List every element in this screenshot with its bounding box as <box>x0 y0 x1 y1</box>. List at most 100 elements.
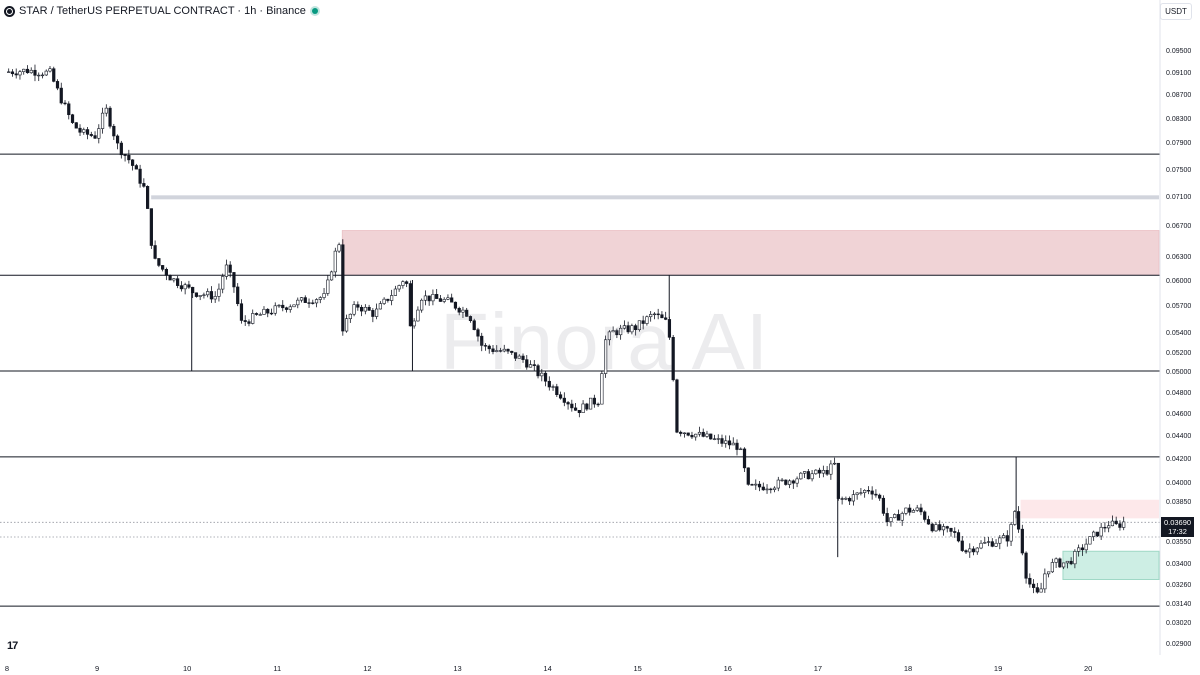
candle-body <box>153 245 157 259</box>
candle-body <box>694 433 698 438</box>
candle-body <box>596 403 600 406</box>
candle-body <box>904 507 908 514</box>
candle-body <box>281 304 285 309</box>
candle-body <box>25 68 30 74</box>
demand-zone <box>1062 550 1160 580</box>
candle-body <box>89 134 93 136</box>
candle-body <box>149 208 153 246</box>
candle-body <box>112 125 116 137</box>
candle-body <box>979 542 983 549</box>
candle-body <box>671 337 675 381</box>
candle-body <box>506 348 510 352</box>
candle-body <box>513 352 518 359</box>
candle-body <box>420 299 424 311</box>
candle-body <box>217 288 221 297</box>
currency-unit-button[interactable]: USDT <box>1160 3 1192 20</box>
candle-body <box>836 462 840 499</box>
candle-body <box>228 264 232 273</box>
candle-body <box>543 372 548 382</box>
candle-body <box>941 526 946 531</box>
candle-body <box>863 490 867 494</box>
candle-body <box>333 250 337 273</box>
y-tick-label: 0.03550 <box>1166 539 1191 546</box>
candle-body <box>465 309 469 317</box>
candle-body <box>945 526 949 529</box>
x-tick-label: 17 <box>814 664 822 673</box>
candle-body <box>40 74 45 77</box>
candle-body <box>998 537 1002 544</box>
candle-body <box>78 127 82 133</box>
levels-layer <box>0 153 1160 607</box>
candle-body <box>712 438 717 440</box>
candle-body <box>356 304 360 308</box>
candle-body <box>187 284 191 288</box>
candle-body <box>761 486 765 491</box>
x-tick-label: 10 <box>183 664 191 673</box>
candle-body <box>949 527 953 532</box>
chart-header[interactable]: STAR / TetherUS PERPETUAL CONTRACT · 1h … <box>4 2 322 20</box>
candle-body <box>746 467 750 485</box>
symbol-title[interactable]: STAR / TetherUS PERPETUAL CONTRACT · 1h … <box>19 5 306 17</box>
candle-body <box>442 299 446 302</box>
candle-body <box>480 335 484 346</box>
candle-body <box>408 283 412 327</box>
candle-body <box>401 281 405 286</box>
candle-body <box>1058 558 1062 568</box>
y-tick-label: 0.09500 <box>1166 48 1191 55</box>
candle-body <box>619 327 623 336</box>
candle-body <box>138 168 142 184</box>
candle-body <box>123 154 127 156</box>
candle-body <box>198 295 202 297</box>
candle-body <box>127 155 131 161</box>
candle-body <box>915 507 919 511</box>
candle-body <box>352 304 356 315</box>
y-tick-label: 0.03850 <box>1166 499 1191 506</box>
candle-body <box>652 313 657 316</box>
candle-body <box>701 431 705 437</box>
candle-body <box>1035 587 1039 593</box>
candle-body <box>528 364 533 368</box>
candle-body <box>172 278 176 281</box>
candle-body <box>667 319 672 338</box>
candle-body <box>626 325 630 333</box>
candle-body <box>1016 511 1021 530</box>
x-axis[interactable]: 8 9 10 11 12 13 14 15 16 17 18 19 20 <box>5 664 1092 673</box>
candle-body <box>810 473 814 480</box>
candle-body <box>277 304 281 307</box>
candle-body <box>108 107 112 127</box>
candle-body <box>397 285 401 290</box>
candle-body <box>221 276 225 290</box>
candle-body <box>318 297 322 300</box>
candle-body <box>829 463 833 475</box>
candle-body <box>709 433 713 440</box>
candle-body <box>326 279 330 294</box>
candle-body <box>1065 560 1069 564</box>
candle-body <box>412 320 416 327</box>
y-tick-label: 0.03400 <box>1166 561 1191 568</box>
y-tick-label: 0.07500 <box>1166 167 1191 174</box>
y-axis[interactable]: 0.09500 0.09100 0.08700 0.08300 0.07900 0.075… <box>1166 48 1191 648</box>
candle-body <box>390 295 394 301</box>
candle-body <box>348 313 352 320</box>
last-price-label: 0.03690 17:32 <box>1161 517 1194 537</box>
candle-body <box>206 291 210 296</box>
y-tick-label: 0.08700 <box>1166 92 1191 99</box>
tradingview-logo-icon[interactable]: 17 <box>7 640 18 652</box>
supply-zone <box>341 230 1160 276</box>
candle-body <box>405 281 409 284</box>
candle-body <box>254 313 259 315</box>
candle-body <box>299 297 304 301</box>
y-tick-label: 0.05000 <box>1166 369 1191 376</box>
candle-body <box>870 490 874 495</box>
candle-body <box>371 310 375 317</box>
candle-body <box>48 68 52 72</box>
candle-body <box>577 409 581 414</box>
candle-body <box>1099 526 1103 537</box>
candle-body <box>558 394 563 399</box>
candle-body <box>825 470 829 475</box>
x-tick-label: 18 <box>904 664 912 673</box>
y-tick-label: 0.08300 <box>1166 116 1191 123</box>
candle-body <box>1009 524 1013 542</box>
candle-body <box>311 302 315 304</box>
